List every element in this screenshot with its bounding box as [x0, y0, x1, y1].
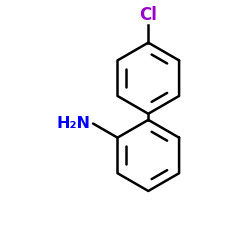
- Text: Cl: Cl: [139, 6, 157, 24]
- Text: H₂N: H₂N: [56, 116, 90, 131]
